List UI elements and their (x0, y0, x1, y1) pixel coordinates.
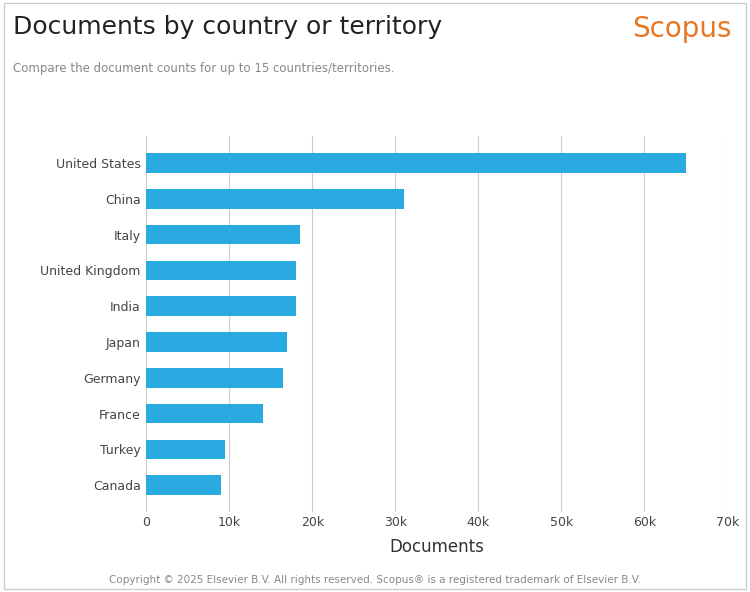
Text: Copyright © 2025 Elsevier B.V. All rights reserved. Scopus® is a registered trad: Copyright © 2025 Elsevier B.V. All right… (109, 575, 641, 585)
Bar (146, 439, 225, 459)
Bar (146, 225, 300, 244)
Text: Scopus: Scopus (632, 15, 731, 43)
Bar (146, 332, 287, 352)
Bar (146, 297, 296, 316)
Text: Compare the document counts for up to 15 countries/territories.: Compare the document counts for up to 15… (13, 62, 395, 75)
Bar (146, 475, 221, 495)
X-axis label: Documents: Documents (389, 538, 484, 555)
Bar (146, 404, 262, 423)
Bar (146, 368, 284, 388)
Bar (146, 260, 296, 280)
Bar (146, 189, 404, 209)
Bar (146, 153, 686, 173)
Text: Documents by country or territory: Documents by country or territory (13, 15, 442, 39)
